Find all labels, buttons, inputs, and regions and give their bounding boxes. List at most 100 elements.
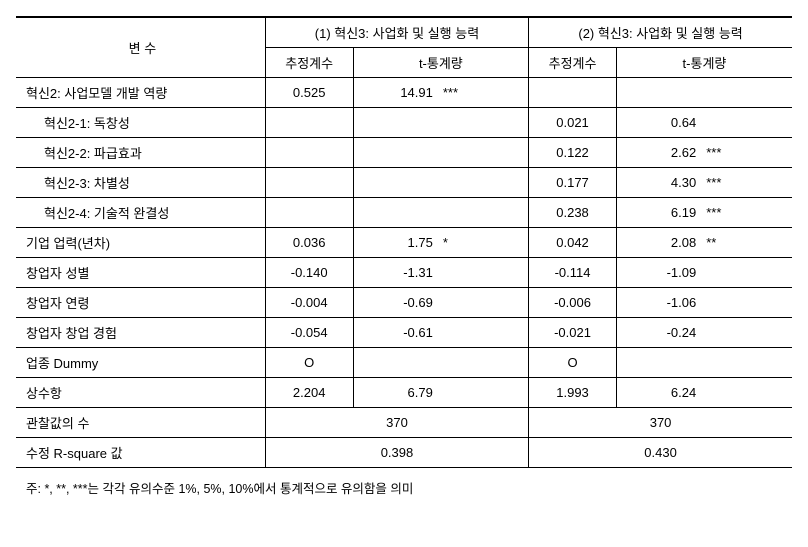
cell-sig1: *** [441,78,529,108]
footer-value1: 0.398 [265,438,528,468]
cell-coef1: 0.036 [265,228,353,258]
table-row: 혁신2-4: 기술적 완결성 0.2386.19*** [16,198,792,228]
cell-sig2 [704,108,792,138]
footer-value1: 370 [265,408,528,438]
cell-coef2: 1.993 [529,378,617,408]
cell-t1 [353,168,441,198]
cell-t1 [353,348,441,378]
cell-t2: 4.30 [616,168,704,198]
cell-coef1: -0.004 [265,288,353,318]
table-row: 혁신2-1: 독창성 0.0210.64 [16,108,792,138]
cell-sig1 [441,258,529,288]
cell-t2 [616,78,704,108]
table-row: 혁신2-3: 차별성 0.1774.30*** [16,168,792,198]
footer-label: 수정 R-square 값 [16,438,265,468]
cell-coef2: 0.238 [529,198,617,228]
cell-sig2: ** [704,228,792,258]
cell-coef2: -0.021 [529,318,617,348]
cell-sig2 [704,258,792,288]
footer-label: 관찰값의 수 [16,408,265,438]
cell-sig2: *** [704,168,792,198]
cell-coef2: 0.021 [529,108,617,138]
cell-coef1 [265,198,353,228]
cell-sig2 [704,318,792,348]
table-row: 기업 업력(년차)0.0361.75*0.0422.08** [16,228,792,258]
cell-coef1: O [265,348,353,378]
cell-t1: 14.91 [353,78,441,108]
row-label: 혁신2-4: 기술적 완결성 [16,198,265,228]
cell-sig2 [704,78,792,108]
row-label: 창업자 창업 경험 [16,318,265,348]
cell-t2: 2.08 [616,228,704,258]
cell-t2: 6.19 [616,198,704,228]
cell-coef2: 0.042 [529,228,617,258]
cell-t1: 1.75 [353,228,441,258]
cell-t2: 2.62 [616,138,704,168]
cell-t1: 6.79 [353,378,441,408]
table-row: 상수항2.2046.79 1.9936.24 [16,378,792,408]
cell-coef1 [265,138,353,168]
cell-coef1: 0.525 [265,78,353,108]
row-label: 기업 업력(년차) [16,228,265,258]
cell-sig1 [441,108,529,138]
cell-coef2: -0.114 [529,258,617,288]
row-label: 혁신2-3: 차별성 [16,168,265,198]
header-group2: (2) 혁신3: 사업화 및 실행 능력 [529,17,792,48]
row-label: 창업자 성별 [16,258,265,288]
header-variable: 변 수 [16,17,265,78]
table-row: 혁신2-2: 파급효과0.1222.62*** [16,138,792,168]
cell-coef1 [265,168,353,198]
header-est2: 추정계수 [529,48,617,78]
cell-t1: -0.69 [353,288,441,318]
table-footer-row: 수정 R-square 값0.3980.430 [16,438,792,468]
cell-sig1 [441,288,529,318]
row-label: 혁신2: 사업모델 개발 역량 [16,78,265,108]
footer-value2: 0.430 [529,438,792,468]
cell-coef2: O [529,348,617,378]
cell-sig1 [441,198,529,228]
cell-coef1: -0.140 [265,258,353,288]
cell-sig2 [704,288,792,318]
cell-sig1 [441,168,529,198]
cell-coef1: 2.204 [265,378,353,408]
cell-sig1 [441,378,529,408]
row-label: 창업자 연령 [16,288,265,318]
cell-coef1: -0.054 [265,318,353,348]
cell-t2: 0.64 [616,108,704,138]
row-label: 혁신2-1: 독창성 [16,108,265,138]
header-group1: (1) 혁신3: 사업화 및 실행 능력 [265,17,528,48]
cell-coef2: 0.122 [529,138,617,168]
table-row: 혁신2: 사업모델 개발 역량0.52514.91*** [16,78,792,108]
cell-sig2: *** [704,198,792,228]
cell-coef1 [265,108,353,138]
cell-t2: 6.24 [616,378,704,408]
cell-t1 [353,108,441,138]
table-row: 업종 DummyOO [16,348,792,378]
cell-coef2: -0.006 [529,288,617,318]
header-est1: 추정계수 [265,48,353,78]
cell-sig1 [441,138,529,168]
cell-t1 [353,138,441,168]
footer-value2: 370 [529,408,792,438]
header-t1: t-통계량 [353,48,529,78]
cell-sig1 [441,318,529,348]
header-t2: t-통계량 [616,48,792,78]
table-row: 창업자 연령-0.004-0.69 -0.006-1.06 [16,288,792,318]
cell-t1: -0.61 [353,318,441,348]
cell-coef2 [529,78,617,108]
row-label: 상수항 [16,378,265,408]
table-row: 창업자 창업 경험-0.054-0.61 -0.021-0.24 [16,318,792,348]
cell-t1: -1.31 [353,258,441,288]
cell-sig2: *** [704,138,792,168]
regression-table: 변 수 (1) 혁신3: 사업화 및 실행 능력 (2) 혁신3: 사업화 및 … [16,16,792,468]
cell-t2: -1.06 [616,288,704,318]
cell-sig1 [441,348,529,378]
cell-t2: -1.09 [616,258,704,288]
cell-t2 [616,348,704,378]
cell-coef2: 0.177 [529,168,617,198]
table-footer-row: 관찰값의 수370370 [16,408,792,438]
cell-sig1: * [441,228,529,258]
cell-t2: -0.24 [616,318,704,348]
table-row: 창업자 성별-0.140-1.31 -0.114-1.09 [16,258,792,288]
cell-t1 [353,198,441,228]
